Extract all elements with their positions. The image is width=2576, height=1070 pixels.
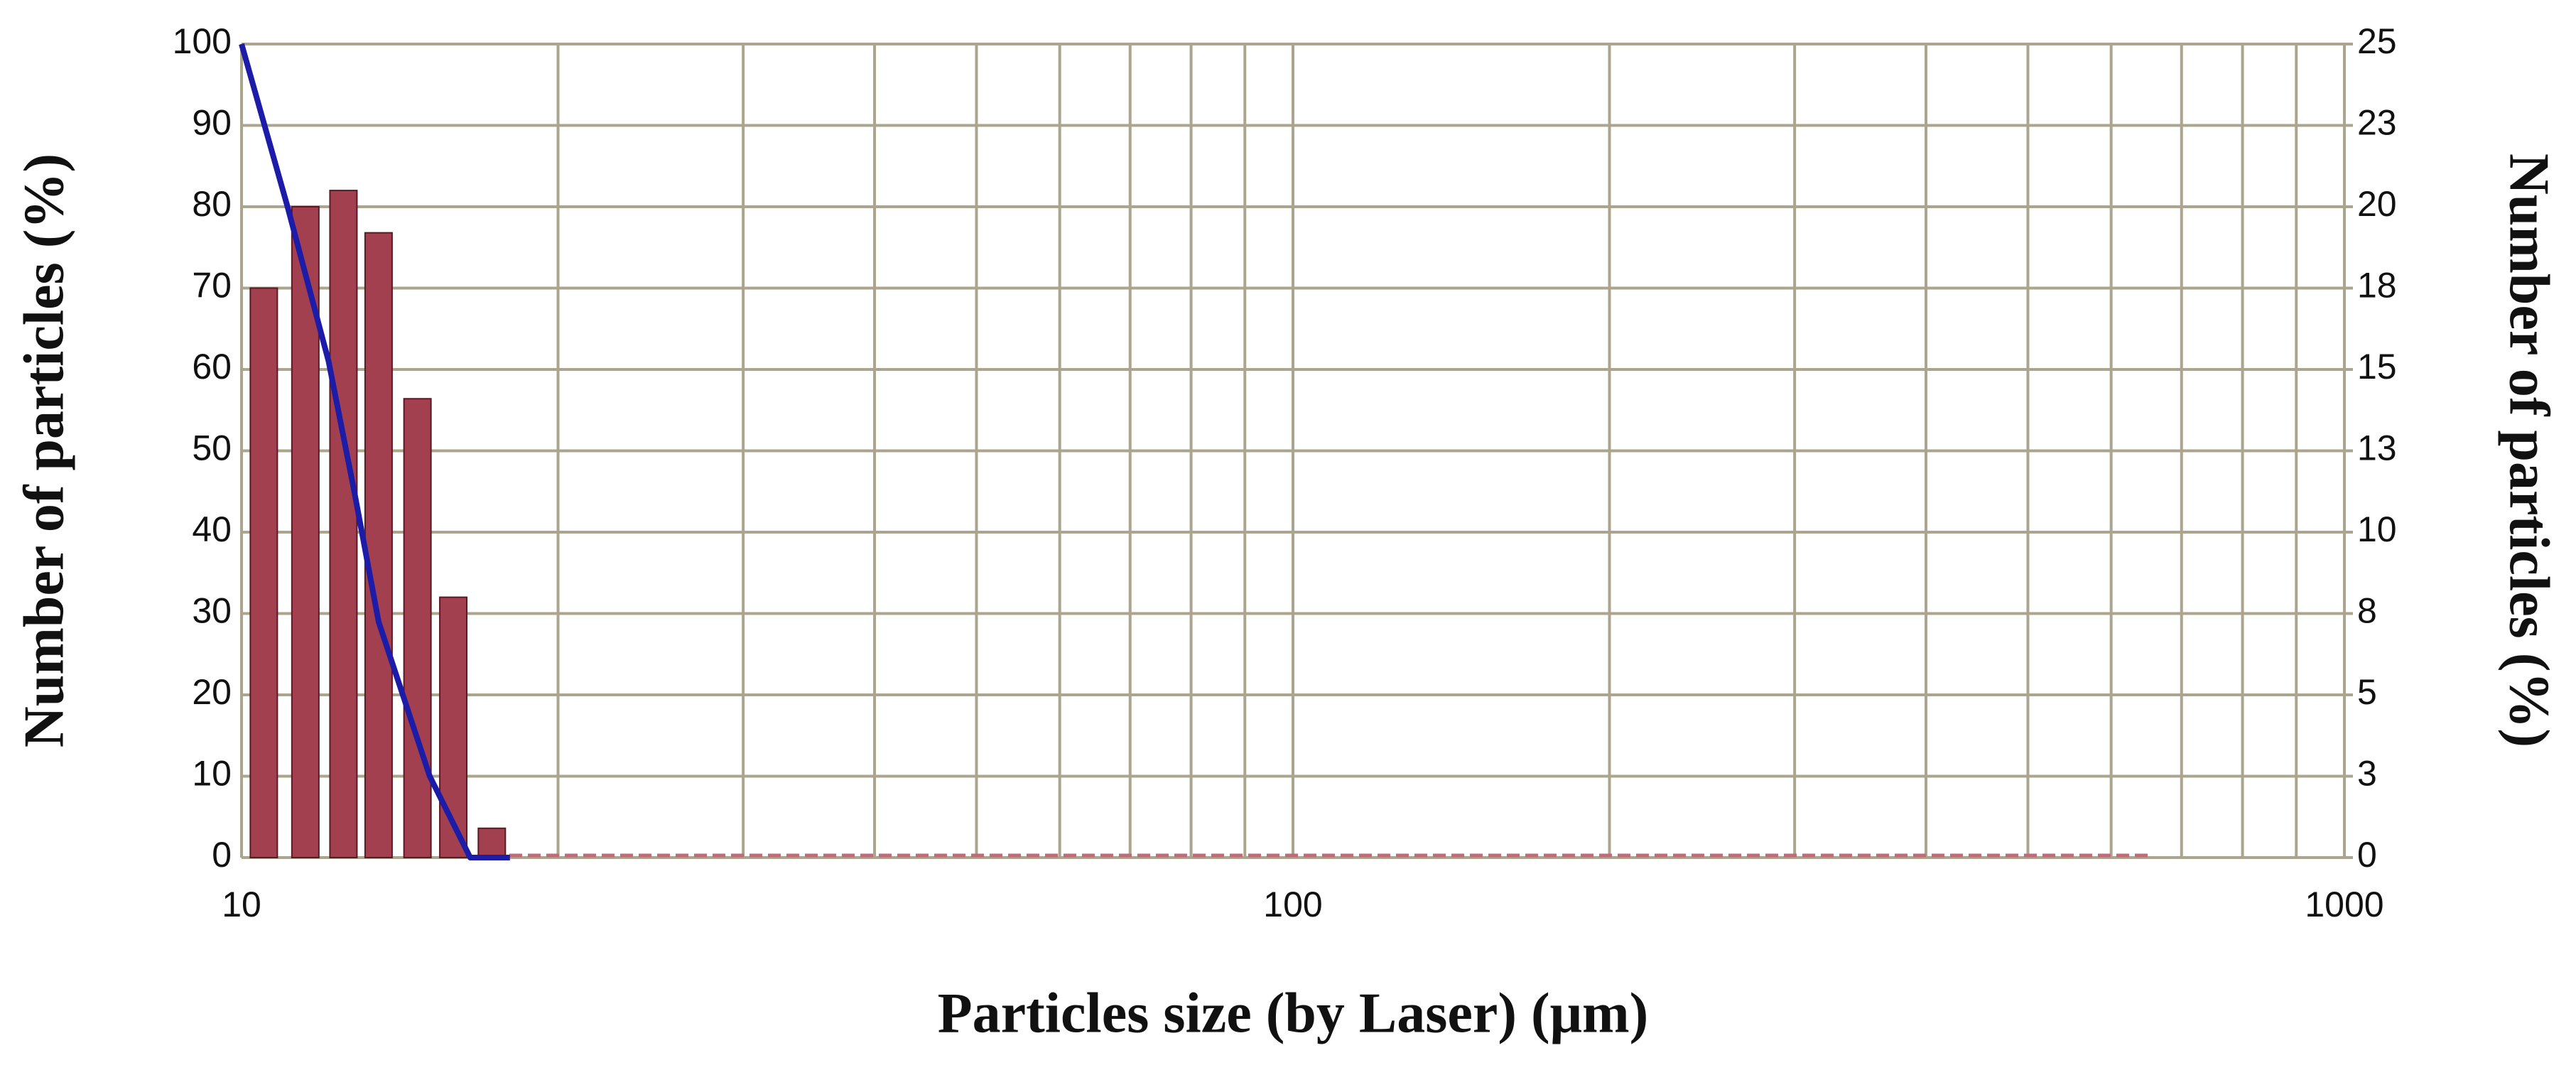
y-axis-title: Number of particles (%) <box>13 153 75 747</box>
bar <box>477 827 507 859</box>
x-tick-label: 100 <box>1263 885 1322 924</box>
bar <box>249 287 278 858</box>
x-tick-label: 10 <box>222 885 261 924</box>
y-tick-label: 40 <box>192 509 232 549</box>
y2-tick-label: 15 <box>2357 347 2397 387</box>
y2-tick-label: 18 <box>2357 266 2397 306</box>
y-tick-label: 30 <box>192 591 232 631</box>
y2-tick-label: 8 <box>2357 591 2377 631</box>
y-tick-label: 80 <box>192 184 232 224</box>
y2-axis-title: Number of particles (%) <box>2498 153 2560 747</box>
y2-tick-label: 23 <box>2357 103 2397 143</box>
y2-tick-label: 13 <box>2357 428 2397 468</box>
y2-tick-label: 3 <box>2357 754 2377 794</box>
y2-tick-label: 20 <box>2357 184 2397 224</box>
y-tick-label: 20 <box>192 672 232 712</box>
y2-tick-label: 10 <box>2357 509 2397 549</box>
y-tick-label: 60 <box>192 347 232 387</box>
x-axis-title: Particles size (by Laser) (μm) <box>938 982 1649 1044</box>
y2-tick-label: 5 <box>2357 672 2377 712</box>
y-tick-label: 0 <box>212 835 232 875</box>
y2-tick-label: 0 <box>2357 835 2377 875</box>
y-tick-label: 100 <box>173 21 232 61</box>
y-tick-label: 70 <box>192 266 232 306</box>
bar <box>364 232 393 858</box>
y-tick-label: 10 <box>192 754 232 794</box>
y2-tick-label: 25 <box>2357 21 2397 61</box>
y-tick-label: 50 <box>192 428 232 468</box>
bar <box>403 398 432 858</box>
x-tick-label: 1000 <box>2305 885 2383 924</box>
y-tick-label: 90 <box>192 103 232 143</box>
bar <box>439 596 468 858</box>
line <box>239 43 510 860</box>
bar <box>329 190 358 859</box>
